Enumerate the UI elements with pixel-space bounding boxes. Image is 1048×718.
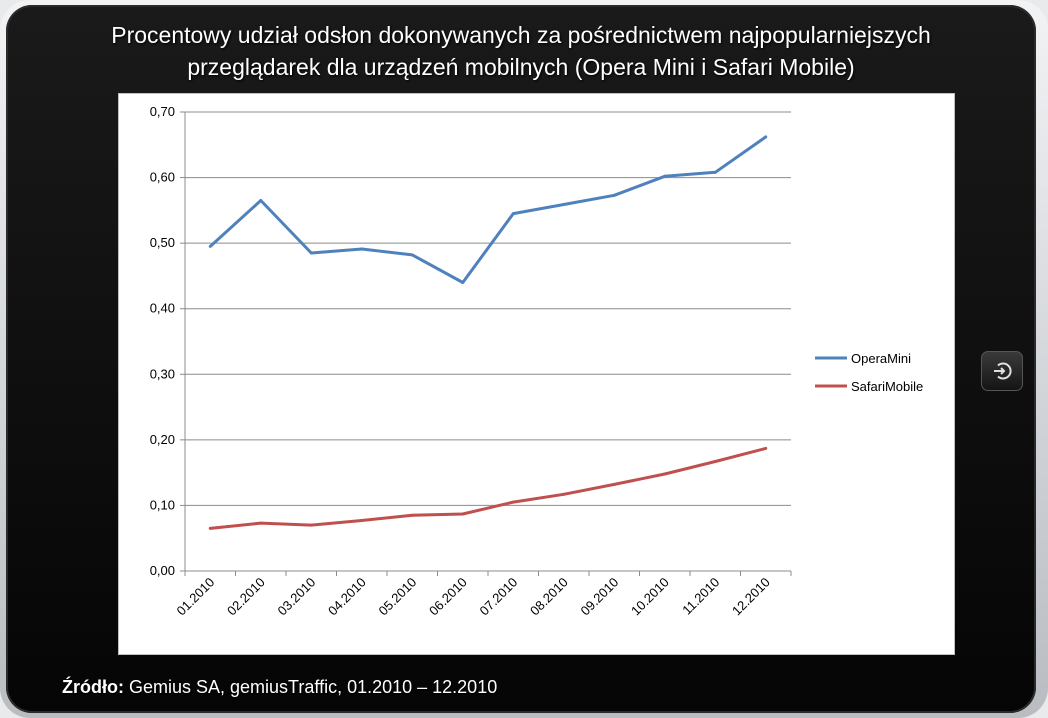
y-tick-label: 0,70 (150, 104, 175, 119)
source-text: Gemius SA, gemiusTraffic, 01.2010 – 12.2… (129, 677, 498, 697)
data-point (259, 199, 263, 203)
tablet-bezel: Procentowy udział odsłon dokonywanych za… (6, 5, 1036, 713)
data-point (360, 247, 364, 251)
x-tick-label: 01.2010 (174, 575, 218, 619)
y-tick-label: 0,30 (150, 366, 175, 381)
y-tick-label: 0,60 (150, 170, 175, 185)
data-point (713, 459, 717, 463)
y-tick-label: 0,40 (150, 301, 175, 316)
x-tick-label: 10.2010 (628, 575, 672, 619)
title-line-2: przeglądarek dla urządzeń mobilnych (Ope… (187, 54, 855, 80)
data-point (612, 193, 616, 197)
x-tick-label: 05.2010 (376, 575, 420, 619)
data-point (461, 512, 465, 516)
data-point (511, 212, 515, 216)
data-point (360, 519, 364, 523)
data-point (410, 513, 414, 517)
y-tick-label: 0,20 (150, 432, 175, 447)
source-note: Źródło: Gemius SA, gemiusTraffic, 01.201… (62, 677, 497, 698)
data-point (713, 170, 717, 174)
x-tick-label: 08.2010 (527, 575, 571, 619)
data-point (461, 280, 465, 284)
source-label: Źródło: (62, 677, 124, 697)
x-tick-label: 06.2010 (426, 575, 470, 619)
series-line-safarimobile (210, 446, 767, 530)
title-line-1: Procentowy udział odsłon dokonywanych za… (111, 22, 931, 48)
data-point (663, 472, 667, 476)
legend-label: OperaMini (851, 351, 911, 366)
data-point (562, 202, 566, 206)
x-tick-label: 09.2010 (578, 575, 622, 619)
series-line-operamini (209, 135, 767, 284)
home-button[interactable] (981, 351, 1023, 391)
x-tick-label: 12.2010 (729, 575, 773, 619)
data-point (663, 174, 667, 178)
data-point (259, 521, 263, 525)
data-point (309, 523, 313, 527)
data-point (511, 500, 515, 504)
y-tick-label: 0,00 (150, 563, 175, 578)
x-tick-label: 03.2010 (275, 575, 319, 619)
data-point (208, 244, 212, 248)
x-tick-label: 07.2010 (477, 575, 521, 619)
y-tick-label: 0,50 (150, 235, 175, 250)
data-point (764, 446, 768, 450)
x-tick-label: 11.2010 (679, 575, 722, 618)
chart-panel: 0,00 0,10 0,20 0,30 0,40 0,50 0,60 0,70 01.2010 0… (118, 93, 955, 655)
data-point (309, 251, 313, 255)
data-point (562, 492, 566, 496)
data-point (764, 135, 768, 139)
slide-title: Procentowy udział odsłon dokonywanych za… (36, 19, 1006, 83)
legend-label: SafariMobile (851, 379, 923, 394)
y-tick-label: 0,10 (150, 497, 175, 512)
data-point (410, 253, 414, 257)
data-point (208, 526, 212, 530)
data-point (612, 482, 616, 486)
x-tick-label: 02.2010 (224, 575, 268, 619)
power-return-icon (994, 362, 1012, 380)
x-tick-label: 04.2010 (325, 575, 369, 619)
